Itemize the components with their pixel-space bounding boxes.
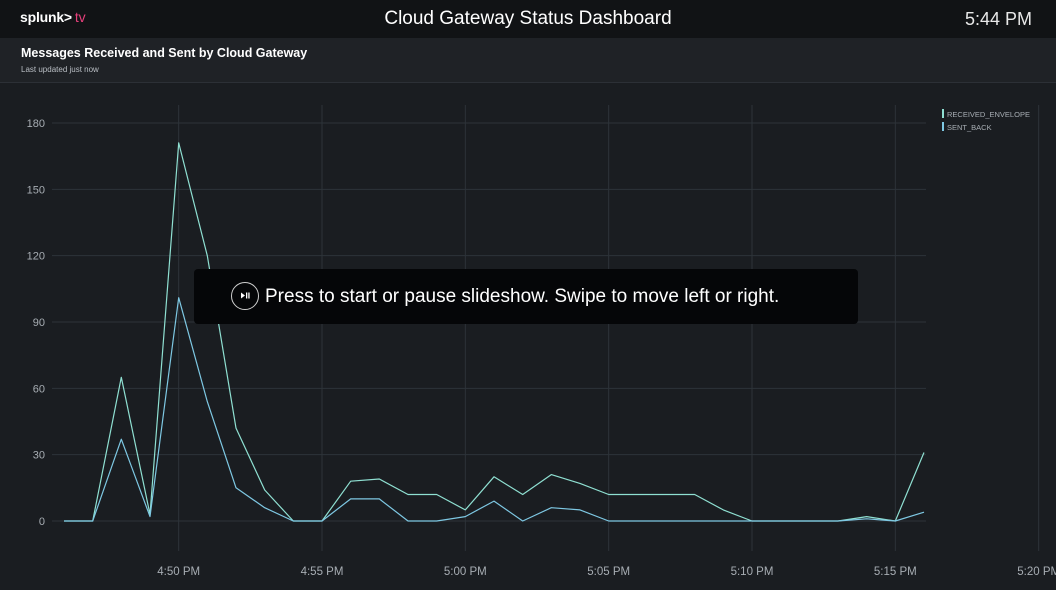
y-tick-label: 90 xyxy=(33,317,45,329)
slideshow-hint-text: Press to start or pause slideshow. Swipe… xyxy=(265,286,780,307)
legend-entry: RECEIVED_ENVELOPE xyxy=(947,110,1030,119)
y-tick-label: 180 xyxy=(27,118,45,130)
y-tick-label: 120 xyxy=(27,251,45,263)
chart-area: 0 30 60 90 120 150 180 4:50 PM 4:55 PM 5:00 PM 5:0… xyxy=(0,83,1056,590)
legend-swatch xyxy=(942,109,944,118)
top-bar: splunk> tv Cloud Gateway Status Dashboard… xyxy=(0,0,1056,38)
dashboard-title: Cloud Gateway Status Dashboard xyxy=(384,8,672,29)
clock: 5:44 PM xyxy=(964,9,1032,29)
series-line-received-envelope xyxy=(64,142,925,522)
y-tick-label: 0 xyxy=(39,516,45,528)
play-pause-glyph xyxy=(241,292,250,299)
logo-secondary: tv xyxy=(74,9,86,25)
x-tick-label: 5:00 PM xyxy=(444,566,487,578)
y-tick-label: 30 xyxy=(33,450,45,462)
legend-swatch xyxy=(942,122,944,131)
x-tick-label: 4:50 PM xyxy=(157,566,200,578)
x-tick-label: 5:10 PM xyxy=(731,566,774,578)
line-chart: 0 30 60 90 120 150 180 4:50 PM 4:55 PM 5:00 PM 5:0… xyxy=(27,105,1056,578)
y-tick-label: 60 xyxy=(33,383,45,395)
panel-subtitle: Last updated just now xyxy=(21,65,99,74)
slideshow-hint-overlay[interactable]: Press to start or pause slideshow. Swipe… xyxy=(194,269,858,324)
splunk-tv-logo: splunk> tv xyxy=(20,9,86,25)
x-tick-label: 5:20 PM xyxy=(1017,566,1056,578)
series-line-sent-back xyxy=(64,297,925,522)
play-pause-icon[interactable] xyxy=(231,282,259,310)
logo-primary: splunk> xyxy=(20,9,72,25)
x-tick-label: 4:55 PM xyxy=(301,566,344,578)
x-tick-label: 5:05 PM xyxy=(587,566,630,578)
x-tick-label: 5:15 PM xyxy=(874,566,917,578)
legend-entry: SENT_BACK xyxy=(947,123,992,132)
panel-title: Messages Received and Sent by Cloud Gate… xyxy=(21,46,308,60)
y-tick-label: 150 xyxy=(27,184,45,196)
panel-header: Messages Received and Sent by Cloud Gate… xyxy=(0,38,1056,83)
